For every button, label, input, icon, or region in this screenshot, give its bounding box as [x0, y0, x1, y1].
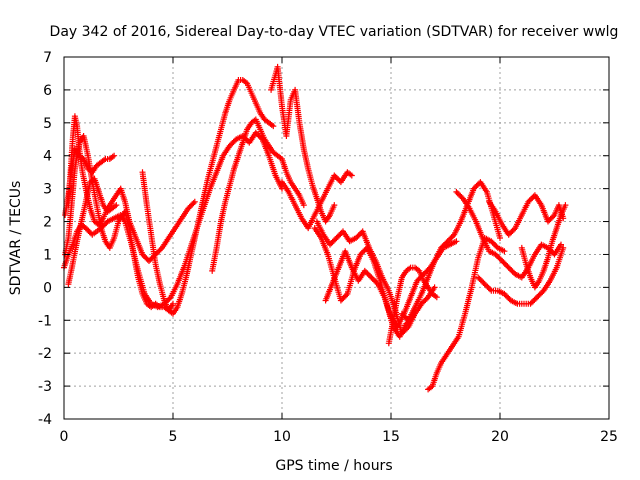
- data-point: [508, 229, 515, 236]
- data-series: [279, 169, 355, 232]
- y-tick-label: 5: [43, 116, 52, 132]
- data-series: [313, 218, 438, 337]
- data-point: [562, 202, 569, 209]
- data-point: [404, 325, 411, 332]
- data-series: [62, 133, 176, 314]
- x-tick-label: 5: [169, 429, 178, 445]
- x-tick-label: 0: [60, 429, 69, 445]
- data-point: [111, 152, 118, 159]
- data-point: [449, 233, 456, 239]
- data-series: [385, 264, 440, 347]
- data-series: [65, 113, 198, 264]
- data-series: [475, 244, 567, 307]
- data-point: [558, 241, 564, 248]
- data-point: [511, 226, 517, 233]
- y-tick-label: -2: [38, 346, 52, 362]
- data-series: [209, 116, 307, 274]
- data-point: [431, 284, 438, 291]
- data-point: [501, 248, 508, 255]
- y-tick-label: 6: [43, 83, 52, 99]
- data-layer: [61, 63, 569, 393]
- x-tick-label: 25: [600, 429, 618, 445]
- data-point: [348, 172, 355, 179]
- y-tick-label: 1: [43, 247, 52, 263]
- x-tick-label: 10: [273, 429, 291, 445]
- data-point: [170, 300, 176, 307]
- y-tick-label: 4: [43, 149, 52, 165]
- data-point: [550, 213, 557, 220]
- data-point: [331, 202, 338, 209]
- data-series: [65, 175, 120, 288]
- y-tick-label: 7: [43, 50, 52, 66]
- data-point: [433, 294, 440, 301]
- data-point: [191, 198, 198, 205]
- data-series: [139, 77, 277, 317]
- tick-layer: 0 5 10 15 20 25 -4 -3 -2 -1 0 1 2 3 4 5 6 7: [38, 50, 618, 445]
- y-tick-label: 0: [43, 280, 52, 296]
- plot-frame: [63, 56, 610, 420]
- data-point: [355, 232, 362, 239]
- data-point: [190, 200, 197, 207]
- x-axis-label: GPS time / hours: [275, 458, 392, 474]
- x-tick-label: 20: [491, 429, 509, 445]
- data-series: [425, 235, 508, 393]
- y-tick-label: -1: [38, 313, 52, 329]
- data-point: [531, 296, 538, 303]
- data-point: [438, 244, 445, 251]
- data-point: [453, 238, 460, 245]
- data-series: [268, 63, 338, 225]
- data-point: [560, 244, 567, 251]
- data-point: [113, 202, 120, 209]
- data-point: [497, 235, 503, 241]
- data-point: [270, 123, 277, 130]
- data-point: [373, 279, 380, 286]
- y-tick-label: -3: [38, 379, 52, 395]
- y-tick-label: -4: [38, 412, 52, 428]
- data-series: [518, 202, 569, 291]
- y-tick-label: 3: [43, 182, 52, 198]
- y-tick-label: 2: [43, 215, 52, 231]
- x-tick-label: 15: [382, 429, 400, 445]
- y-axis-label: SDTVAR / TECUs: [8, 181, 24, 296]
- data-point: [300, 202, 307, 209]
- chart-title: Day 342 of 2016, Sidereal Day-to-day VTE…: [50, 24, 619, 40]
